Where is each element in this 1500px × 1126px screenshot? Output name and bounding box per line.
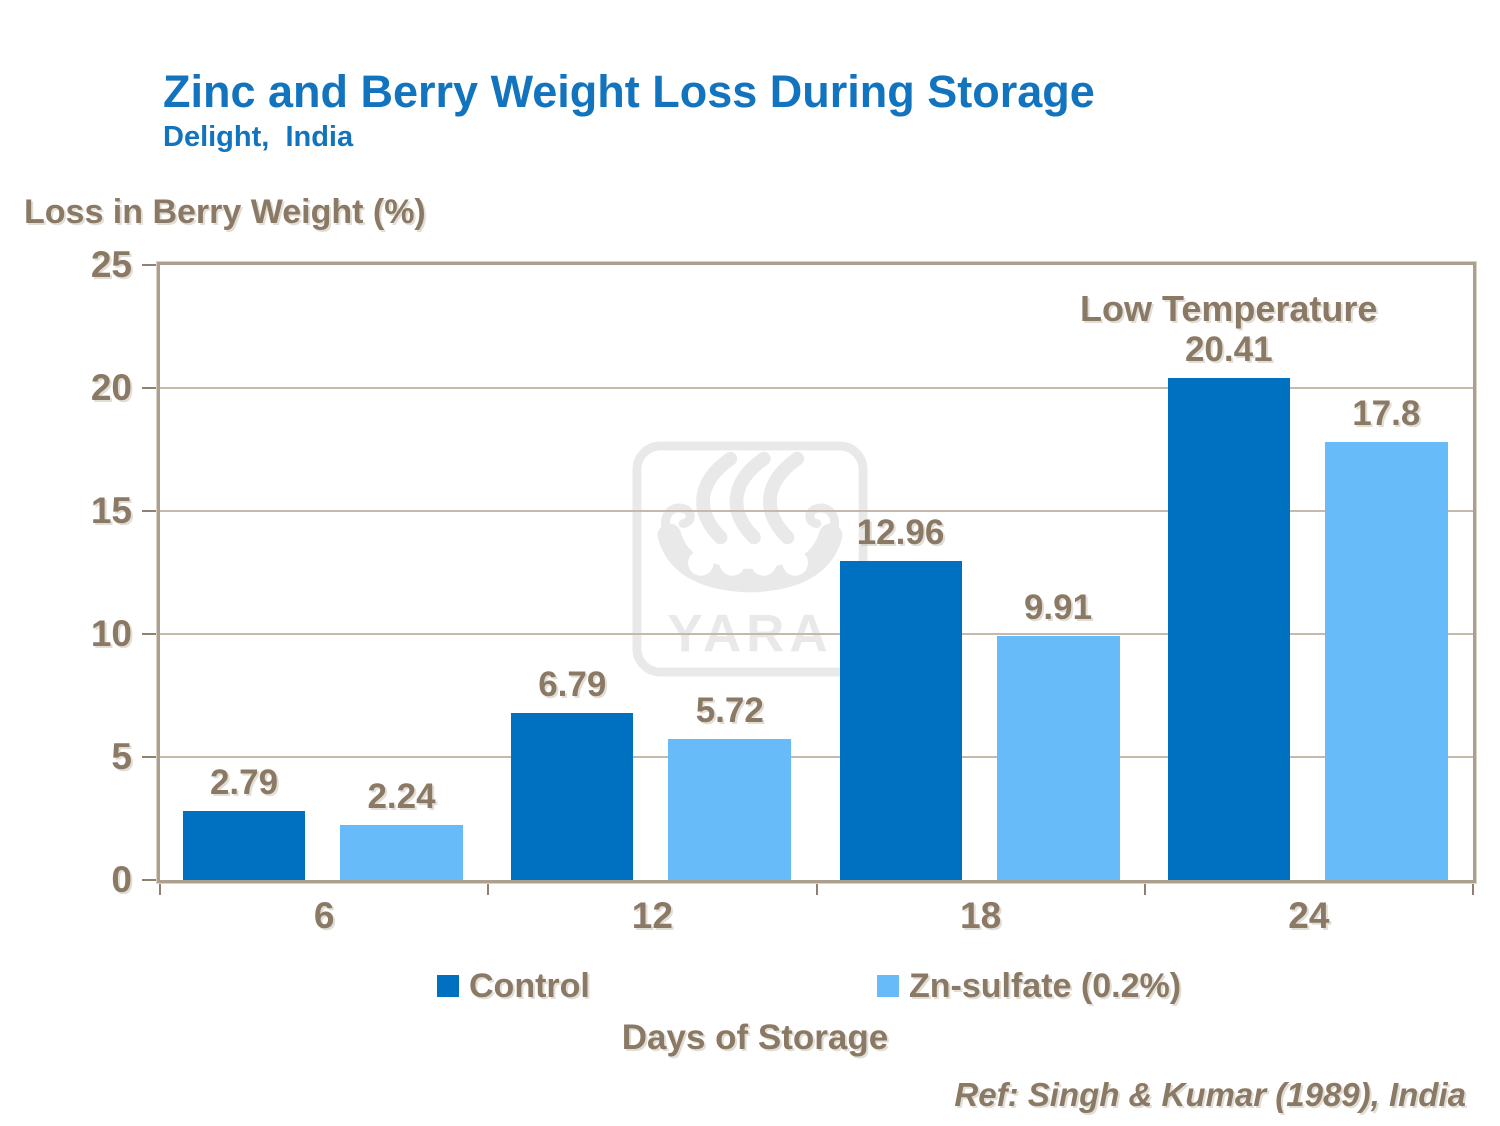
legend-item-zn-sulfate: Zn-sulfate (0.2%) <box>877 966 1181 1006</box>
y-axis-title: Loss in Berry Weight (%) <box>24 193 426 231</box>
x-axis-tick-mark <box>159 883 161 895</box>
legend-swatch-control <box>437 975 459 997</box>
legend-label-control: Control <box>469 967 590 1005</box>
yara-logo-watermark: YARA <box>632 441 868 677</box>
bar-value-label: 2.24 <box>367 776 436 816</box>
x-axis-tick-label: 12 <box>631 895 673 936</box>
chart-title: Zinc and Berry Weight Loss During Storag… <box>163 66 1095 117</box>
legend-label-zn-sulfate: Zn-sulfate (0.2%) <box>909 967 1182 1005</box>
x-axis-tick-label: 6 <box>313 895 335 936</box>
bar-control-day-24 <box>1167 377 1290 880</box>
y-axis-tick-mark <box>142 264 158 266</box>
bar-value-label: 5.72 <box>695 691 764 731</box>
y-axis-tick-mark <box>142 879 158 881</box>
x-axis-tick-mark <box>487 883 490 895</box>
bar-control-day-12 <box>511 712 634 880</box>
y-axis-tick-mark <box>142 510 158 512</box>
legend-item-control: Control <box>437 966 590 1006</box>
y-axis-tick-label: 15 <box>90 490 132 531</box>
bar-value-label: 9.91 <box>1023 588 1093 628</box>
y-axis-tick-label: 20 <box>90 367 132 408</box>
bar-value-label: 2.79 <box>209 763 279 803</box>
bar-zn-sulfate-0-2--day-24 <box>1324 442 1448 880</box>
x-axis-tick-mark <box>1472 883 1474 895</box>
y-axis-tick-mark <box>142 387 158 389</box>
bar-value-label: 6.79 <box>538 664 607 704</box>
bar-zn-sulfate-0-2--day-18 <box>996 636 1120 880</box>
bar-control-day-18 <box>839 561 962 880</box>
x-axis-tick-mark <box>1143 883 1146 895</box>
bar-value-label: 12.96 <box>856 513 945 553</box>
sail-arc-1 <box>696 451 738 545</box>
y-axis-tick-mark <box>142 633 158 635</box>
ship-shields <box>688 550 809 576</box>
y-axis-tick-label: 25 <box>90 244 132 285</box>
y-axis-tick-label: 10 <box>90 613 132 654</box>
annotation-low-temperature: Low Temperature <box>1080 287 1378 329</box>
ship-hull <box>657 523 843 593</box>
bar-value-label: 20.41 <box>1184 329 1273 369</box>
legend-swatch-zn-sulfate <box>877 975 899 997</box>
bar-value-label: 17.8 <box>1352 394 1421 434</box>
bar-zn-sulfate-0-2--day-12 <box>668 739 792 880</box>
gridline <box>160 387 1473 389</box>
x-axis-tick-label: 24 <box>1288 895 1330 936</box>
ship-head <box>661 503 695 542</box>
gridline <box>160 510 1473 512</box>
gridline <box>160 756 1473 758</box>
bar-zn-sulfate-0-2--day-6 <box>340 824 463 880</box>
gridline <box>160 633 1473 635</box>
bar-control-day-6 <box>183 811 305 880</box>
sail-arc-2 <box>729 451 771 545</box>
x-axis-tick-label: 18 <box>960 895 1002 936</box>
y-axis-tick-mark <box>142 756 158 758</box>
y-axis-tick-label: 5 <box>111 736 132 777</box>
plot-area: YARA 2.79 6.79 12.96 20.41 Low Temperature 2.… <box>156 261 1477 884</box>
x-axis-tick-mark <box>815 883 818 895</box>
sail-arc-3 <box>763 451 805 545</box>
ship-tail <box>805 503 839 542</box>
chart-subtitle: Delight, India <box>163 121 354 153</box>
reference-text: Ref: Singh & Kumar (1989), India <box>954 1076 1466 1113</box>
x-axis-title: Days of Storage <box>621 1018 889 1057</box>
watermark-frame <box>632 441 868 677</box>
y-axis-tick-label: 0 <box>111 859 132 900</box>
